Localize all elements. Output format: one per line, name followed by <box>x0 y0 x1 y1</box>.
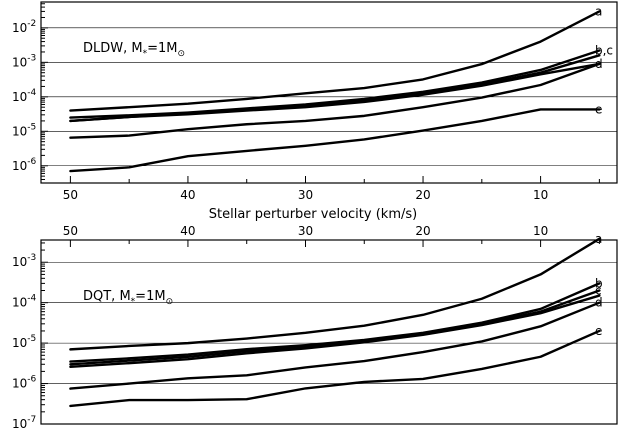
y-tick-label: 10-5 <box>12 334 36 350</box>
y-tick-label: 10-3 <box>12 53 36 69</box>
series-label: a <box>595 4 602 18</box>
x-tick-label: 10 <box>533 224 548 238</box>
y-tick-label: 10-4 <box>12 294 37 310</box>
series-line <box>69 289 601 366</box>
panel-dldw: 10-610-510-410-310-250 40 30 20 10ab,cdeDLDW… <box>12 1 618 202</box>
series-label: b,c <box>595 44 613 58</box>
series-label: e <box>595 102 602 116</box>
panel-annotation: DLDW, M*=1M⊙ <box>83 41 185 59</box>
x-tick-label: 20 <box>415 224 430 238</box>
y-tick-label: 10-5 <box>12 122 36 138</box>
series-label: d <box>595 296 603 310</box>
y-tick-label: 10-6 <box>12 375 37 391</box>
series-line <box>69 329 601 408</box>
y-tick-label: 10-7 <box>12 415 36 430</box>
series-line <box>69 62 601 139</box>
series-label: b <box>595 276 603 290</box>
y-tick-label: 10-3 <box>12 253 36 269</box>
x-tick-label: 20 <box>415 188 430 202</box>
y-tick-label: 10-4 <box>12 88 37 104</box>
series-line <box>69 282 601 363</box>
plot-frame <box>40 1 618 184</box>
series-line <box>69 62 601 123</box>
x-tick-label: 10 <box>533 188 548 202</box>
x-tick-label: 50 <box>63 224 78 238</box>
panel-annotation: DQT, M*=1M⊙ <box>83 289 173 307</box>
series-label: a <box>595 232 602 246</box>
series-label: e <box>595 324 602 338</box>
y-tick-label: 10-2 <box>12 19 36 35</box>
x-tick-label: 40 <box>180 224 195 238</box>
y-tick-label: 10-6 <box>12 157 37 173</box>
series-label: c <box>595 284 602 298</box>
x-tick-label: 50 <box>63 188 78 202</box>
series-line <box>69 237 601 351</box>
x-tick-label: 30 <box>298 224 313 238</box>
series-line <box>69 49 601 119</box>
plot-frame <box>40 239 618 425</box>
x-tick-label: 40 <box>180 188 195 202</box>
series-line <box>69 108 601 173</box>
series-line <box>69 10 601 112</box>
x-axis-label: Stellar perturber velocity (km/s) <box>209 207 417 222</box>
series-line <box>69 54 601 123</box>
series-line <box>69 294 601 368</box>
series-line <box>69 301 601 390</box>
x-tick-label: 30 <box>298 188 313 202</box>
